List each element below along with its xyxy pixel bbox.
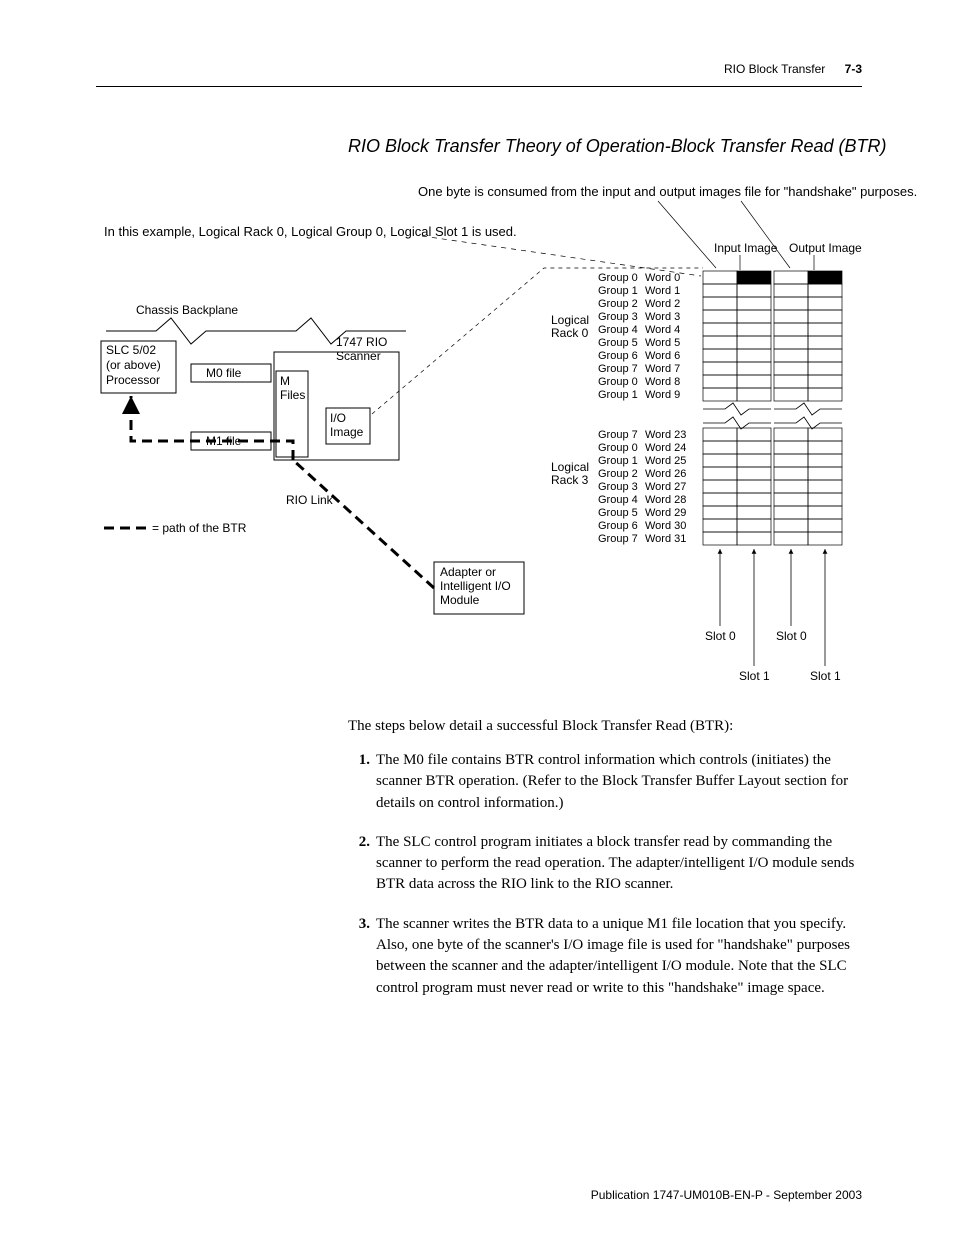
- publication-footer: Publication 1747-UM010B-EN-P - September…: [591, 1188, 862, 1202]
- header-rule: [96, 86, 862, 87]
- svg-text:Image: Image: [330, 425, 364, 439]
- diagram: Input Image Output Image Group 0 Word 0 Gr…: [96, 196, 866, 686]
- svg-text:Group 5: Group 5: [598, 337, 638, 349]
- step-text: The M0 file contains BTR control informa…: [376, 750, 862, 814]
- svg-text:Group 2: Group 2: [598, 298, 638, 310]
- svg-text:Word 7: Word 7: [645, 363, 680, 375]
- svg-text:Word 25: Word 25: [645, 455, 686, 467]
- svg-text:Logical: Logical: [551, 460, 589, 474]
- svg-text:(or above): (or above): [106, 358, 161, 372]
- svg-text:Word 30: Word 30: [645, 520, 686, 532]
- svg-text:Group 3: Group 3: [598, 481, 638, 493]
- svg-text:Intelligent I/O: Intelligent I/O: [440, 579, 511, 593]
- list-item: 2. The SLC control program initiates a b…: [348, 832, 862, 896]
- svg-text:Group 7: Group 7: [598, 533, 638, 545]
- step-number: 2.: [348, 832, 376, 896]
- svg-text:Rack 3: Rack 3: [551, 473, 589, 487]
- svg-text:Module: Module: [440, 593, 480, 607]
- svg-text:Word 26: Word 26: [645, 468, 686, 480]
- svg-text:Group 4: Group 4: [598, 494, 638, 506]
- svg-text:Group 6: Group 6: [598, 350, 638, 362]
- svg-text:Word 31: Word 31: [645, 533, 686, 545]
- svg-text:Input Image: Input Image: [714, 241, 778, 255]
- svg-text:Adapter or: Adapter or: [440, 565, 496, 579]
- svg-text:Word 6: Word 6: [645, 350, 680, 362]
- step-text: The SLC control program initiates a bloc…: [376, 832, 862, 896]
- svg-text:Slot 0: Slot 0: [776, 629, 807, 643]
- svg-text:Word 2: Word 2: [645, 298, 680, 310]
- svg-text:Processor: Processor: [106, 373, 160, 387]
- svg-text:Word 24: Word 24: [645, 442, 686, 454]
- svg-text:Group 6: Group 6: [598, 520, 638, 532]
- svg-text:Rack 0: Rack 0: [551, 326, 589, 340]
- svg-text:Word 5: Word 5: [645, 337, 680, 349]
- svg-text:Word 0: Word 0: [645, 272, 680, 284]
- svg-text:Group 1: Group 1: [598, 285, 638, 297]
- svg-text:Word 28: Word 28: [645, 494, 686, 506]
- svg-text:Slot 0: Slot 0: [705, 629, 736, 643]
- svg-text:Word 1: Word 1: [645, 285, 680, 297]
- svg-text:Group 0: Group 0: [598, 442, 638, 454]
- page-title: RIO Block Transfer Theory of Operation-B…: [348, 136, 887, 157]
- svg-text:RIO Link: RIO Link: [286, 493, 334, 507]
- svg-text:Logical: Logical: [551, 313, 589, 327]
- svg-text:M0 file: M0 file: [206, 366, 242, 380]
- svg-text:Word 23: Word 23: [645, 429, 686, 441]
- svg-text:Group 7: Group 7: [598, 429, 638, 441]
- header-section: RIO Block Transfer: [724, 62, 825, 76]
- svg-text:1747 RIO: 1747 RIO: [336, 335, 387, 349]
- list-item: 1. The M0 file contains BTR control info…: [348, 750, 862, 814]
- list-item: 3. The scanner writes the BTR data to a …: [348, 914, 862, 999]
- svg-text:SLC 5/02: SLC 5/02: [106, 343, 156, 357]
- page-header: RIO Block Transfer 7-3: [724, 62, 862, 76]
- svg-text:Group 7: Group 7: [598, 363, 638, 375]
- svg-text:Group 0: Group 0: [598, 376, 638, 388]
- steps-list: 1. The M0 file contains BTR control info…: [348, 750, 862, 1017]
- svg-text:Group 1: Group 1: [598, 455, 638, 467]
- svg-text:Group 2: Group 2: [598, 468, 638, 480]
- svg-text:Word 29: Word 29: [645, 507, 686, 519]
- svg-text:Group 1: Group 1: [598, 389, 638, 401]
- step-number: 1.: [348, 750, 376, 814]
- header-page-number: 7-3: [845, 62, 862, 76]
- svg-text:Word 8: Word 8: [645, 376, 680, 388]
- svg-text:Word 3: Word 3: [645, 311, 680, 323]
- intro-text: The steps below detail a successful Bloc…: [348, 716, 862, 737]
- svg-text:Word 4: Word 4: [645, 324, 680, 336]
- svg-text:Slot 1: Slot 1: [810, 669, 841, 683]
- svg-text:Output Image: Output Image: [789, 241, 862, 255]
- svg-text:Group 5: Group 5: [598, 507, 638, 519]
- svg-text:I/O: I/O: [330, 411, 346, 425]
- svg-text:Group 0: Group 0: [598, 272, 638, 284]
- svg-text:Word 9: Word 9: [645, 389, 680, 401]
- svg-text:M: M: [280, 374, 290, 388]
- step-text: The scanner writes the BTR data to a uni…: [376, 914, 862, 999]
- step-number: 3.: [348, 914, 376, 999]
- svg-text:Word 27: Word 27: [645, 481, 686, 493]
- svg-text:Scanner: Scanner: [336, 349, 381, 363]
- svg-text:Chassis Backplane: Chassis Backplane: [136, 303, 238, 317]
- svg-text:Slot 1: Slot 1: [739, 669, 770, 683]
- svg-text:Group 4: Group 4: [598, 324, 638, 336]
- svg-text:Files: Files: [280, 388, 305, 402]
- svg-text:= path of the BTR: = path of the BTR: [152, 521, 247, 535]
- svg-text:Group 3: Group 3: [598, 311, 638, 323]
